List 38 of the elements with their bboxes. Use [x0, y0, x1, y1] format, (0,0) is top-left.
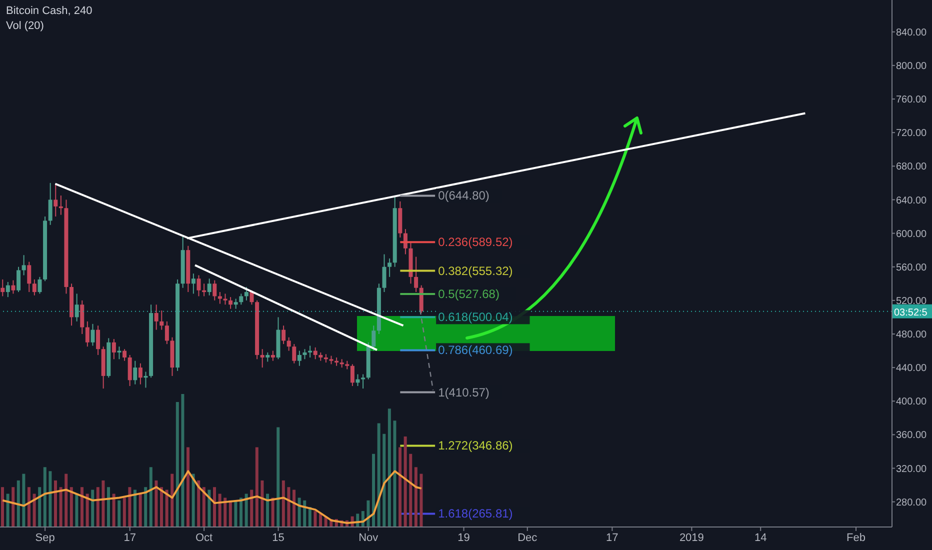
y-tick-label: 760.00 [896, 94, 928, 106]
y-tick-label: 560.00 [896, 262, 928, 274]
y-tick-label: 840.00 [896, 27, 928, 38]
annotation: 0.5(527.68) [438, 286, 500, 301]
text: Bitcoin Cash, 240 [6, 5, 92, 17]
x-tick-label: 17 [606, 532, 618, 544]
x-tick-label: 17 [124, 532, 136, 544]
x-tick-label: Sep [35, 532, 55, 544]
x-tick-label: Dec [518, 532, 538, 544]
y-tick-label: 680.00 [896, 162, 928, 173]
annotation: 0(644.80) [438, 188, 490, 203]
annotation: 0.382(555.32) [438, 264, 513, 278]
x-tick-label: 14 [754, 532, 767, 544]
annotation: 0.236(589.52) [438, 235, 513, 250]
x-tick-label: Oct [196, 532, 213, 544]
annotation: 1(410.57) [438, 385, 490, 400]
y-tick-label: 720.00 [896, 128, 928, 140]
chart-title: Vol (20) [6, 20, 44, 32]
annotation: 1.618(265.81) [438, 506, 513, 521]
y-tick-label: 320.00 [896, 464, 928, 475]
x-tick-label: Nov [358, 532, 379, 544]
y-tick-label: 400.00 [896, 396, 928, 408]
text: 03:52:5 [894, 307, 928, 318]
annotation: 0.618(500.04) [438, 310, 513, 324]
y-tick-label: 360.00 [896, 430, 928, 442]
y-tick-label: 280.00 [896, 497, 928, 508]
x-tick-label: 19 [458, 532, 470, 544]
y-tick-label: 520.00 [896, 296, 928, 307]
y-tick-label: 480.00 [896, 330, 928, 341]
annotation: 1.272(346.86) [438, 438, 513, 453]
y-tick-label: 640.00 [896, 195, 928, 206]
x-tick-label: 15 [272, 532, 284, 544]
y-tick-label: 440.00 [896, 363, 928, 374]
annotation: 0.786(460.69) [438, 343, 513, 358]
x-tick-label: 2019 [679, 532, 704, 544]
y-tick-label: 800.00 [896, 61, 928, 72]
y-tick-label: 600.00 [896, 228, 928, 240]
x-tick-label: Feb [846, 532, 866, 544]
